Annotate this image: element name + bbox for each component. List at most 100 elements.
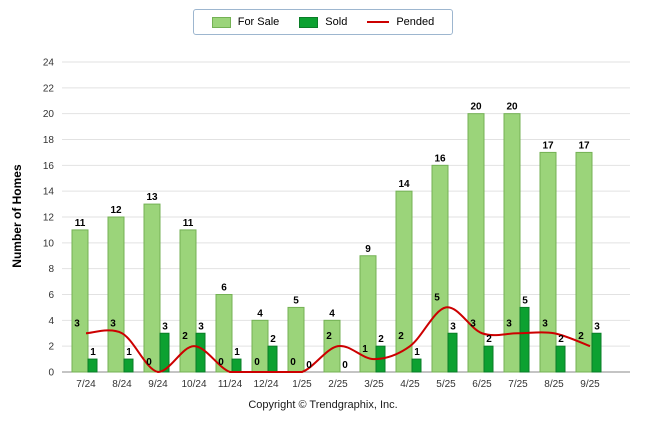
label-for-sale: 11 (75, 218, 86, 229)
y-tick-label: 22 (43, 83, 55, 94)
bar-sold (483, 345, 494, 373)
label-pended: 2 (398, 331, 404, 342)
y-tick-label: 24 (43, 58, 55, 69)
bar-for-sale (503, 113, 521, 373)
y-tick-label: 20 (43, 109, 55, 120)
label-for-sale: 6 (221, 283, 227, 294)
bar-for-sale (539, 151, 557, 373)
legend-item-for-sale: For Sale (211, 16, 280, 28)
label-sold: 2 (270, 334, 276, 345)
label-for-sale: 11 (183, 218, 194, 229)
bar-sold (159, 332, 170, 373)
bar-sold (519, 306, 530, 373)
y-tick-label: 4 (48, 316, 54, 327)
label-pended: 0 (290, 357, 296, 368)
y-tick-label: 2 (48, 342, 54, 353)
label-pended: 2 (578, 331, 584, 342)
y-tick-label: 10 (43, 238, 55, 249)
legend-item-pended: Pended (367, 16, 434, 28)
bar-for-sale (431, 164, 449, 373)
label-sold: 1 (234, 347, 240, 358)
chart-legend: For Sale Sold Pended (192, 9, 454, 35)
bar-for-sale (107, 216, 125, 373)
label-for-sale: 20 (506, 102, 518, 113)
y-tick-label: 12 (43, 213, 55, 224)
bar-sold (231, 358, 242, 373)
label-pended: 0 (218, 357, 224, 368)
y-tick-label: 14 (43, 187, 55, 198)
y-tick-label: 8 (48, 264, 54, 275)
label-sold: 2 (378, 334, 384, 345)
bar-sold (123, 358, 134, 373)
label-sold: 3 (198, 321, 204, 332)
x-tick-label: 12/24 (253, 379, 278, 390)
legend-label-sold: Sold (325, 16, 348, 28)
legend-label-for-sale: For Sale (237, 16, 280, 28)
y-tick-label: 0 (48, 368, 54, 379)
label-for-sale: 4 (257, 308, 263, 319)
y-tick-label: 18 (43, 135, 55, 146)
bar-sold (411, 358, 422, 373)
label-sold: 0 (306, 360, 312, 371)
label-for-sale: 9 (365, 244, 371, 255)
label-for-sale: 4 (329, 308, 335, 319)
label-sold: 2 (486, 334, 492, 345)
label-pended: 1 (362, 344, 368, 355)
label-sold: 0 (342, 360, 348, 371)
x-tick-label: 1/25 (292, 379, 312, 390)
label-sold: 3 (450, 321, 456, 332)
bar-for-sale (359, 255, 377, 373)
x-tick-label: 10/24 (181, 379, 206, 390)
bar-sold (447, 332, 458, 373)
x-tick-label: 11/24 (218, 379, 243, 390)
bar-sold (195, 332, 206, 373)
label-for-sale: 17 (542, 140, 554, 151)
label-pended: 2 (326, 331, 332, 342)
bar-for-sale (467, 113, 485, 373)
label-pended: 3 (542, 318, 548, 329)
label-for-sale: 14 (398, 179, 410, 190)
label-pended: 5 (434, 292, 440, 303)
label-for-sale: 17 (578, 140, 590, 151)
label-sold: 2 (558, 334, 564, 345)
bar-for-sale (215, 294, 233, 373)
pended-line-swatch-icon (367, 21, 390, 23)
bar-for-sale (143, 203, 161, 373)
legend-label-pended: Pended (396, 16, 435, 28)
label-pended: 3 (110, 318, 116, 329)
x-tick-label: 8/25 (544, 379, 564, 390)
label-for-sale: 20 (470, 102, 482, 113)
label-sold: 3 (594, 321, 600, 332)
pended-line (85, 306, 591, 374)
x-tick-label: 9/25 (580, 379, 600, 390)
label-pended: 3 (506, 318, 512, 329)
x-tick-label: 6/25 (472, 379, 492, 390)
label-for-sale: 5 (293, 295, 299, 306)
label-pended: 0 (146, 357, 152, 368)
label-pended: 3 (74, 318, 80, 329)
bar-sold (591, 332, 602, 373)
label-pended: 3 (470, 318, 476, 329)
label-sold: 3 (162, 321, 168, 332)
bar-for-sale (395, 190, 413, 373)
legend-container: For Sale Sold Pended (0, 9, 646, 35)
y-tick-label: 16 (43, 161, 55, 172)
for-sale-swatch-icon (211, 16, 231, 28)
y-tick-label: 6 (48, 290, 54, 301)
copyright-text: Copyright © Trendgraphix, Inc. (248, 399, 398, 411)
sold-swatch-icon (299, 16, 319, 28)
x-tick-label: 7/24 (76, 379, 96, 390)
label-sold: 5 (522, 295, 528, 306)
label-sold: 1 (414, 347, 420, 358)
bar-sold (87, 358, 98, 373)
label-sold: 1 (90, 347, 96, 358)
x-tick-label: 8/24 (112, 379, 132, 390)
label-pended: 0 (254, 357, 260, 368)
label-for-sale: 13 (146, 192, 158, 203)
x-tick-label: 2/25 (328, 379, 348, 390)
bar-for-sale (575, 151, 593, 373)
x-tick-label: 5/25 (436, 379, 456, 390)
label-for-sale: 16 (434, 153, 446, 164)
